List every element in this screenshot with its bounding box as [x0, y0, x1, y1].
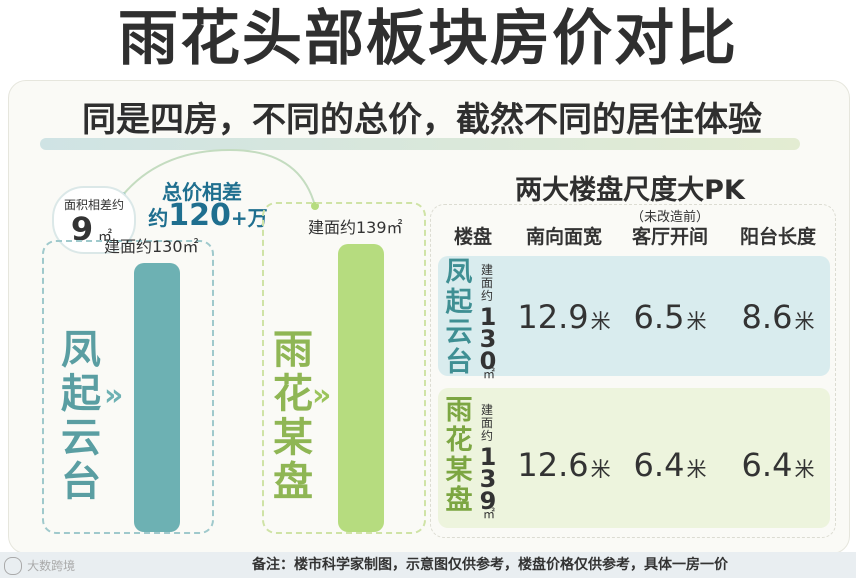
chevron-right-icon: » [312, 378, 332, 413]
project-b-name: 雨花某盘 [268, 328, 318, 504]
subtitle: 同是四房，不同的总价，截然不同的居住体验 [82, 100, 762, 140]
price-diff-line2: 约120+万 [138, 198, 278, 233]
price-diff-prefix: 约 [148, 206, 169, 230]
table-cell: 12.9 米 [512, 298, 616, 336]
watermark-text: 大数跨境 [27, 559, 76, 573]
cell-unit: 米 [686, 309, 707, 333]
footer-strip [0, 552, 856, 578]
table-box [430, 204, 836, 538]
row-area-label: 建面约 [480, 263, 493, 303]
table-cell: 6.4 米 [618, 446, 722, 484]
cell-value: 8.6 [741, 298, 793, 336]
cell-unit: 米 [794, 309, 815, 333]
area-diff-bubble [52, 186, 136, 254]
page-title: 雨花头部板块房价对比 [118, 4, 738, 74]
row-project-name: 雨花某盘 [445, 395, 473, 516]
row-project-name: 凤起云台 [445, 257, 473, 378]
price-diff-value: 120 [168, 198, 231, 233]
cell-unit: 米 [794, 457, 815, 481]
area-diff-label: 面积相差约 [63, 198, 124, 212]
watermark-logo-icon [4, 556, 22, 575]
cell-value: 12.9 [517, 298, 589, 336]
table-row [438, 388, 830, 528]
table-title: 两大楼盘尺度大PK [515, 175, 745, 206]
cell-unit: 米 [590, 309, 611, 333]
price-diff-line1: 总价相差 [162, 180, 242, 204]
bar-label-project-a: 建面约130㎡ [104, 237, 199, 257]
chart-bar-project-b [338, 244, 384, 532]
cell-value: 12.6 [517, 446, 589, 484]
table-header-note: （未改造前） [630, 210, 709, 225]
project-b-name-text: 雨花某盘 [273, 327, 313, 505]
table-cell: 8.6 米 [726, 298, 830, 336]
table-header-living-room: 客厅开间 [631, 226, 708, 248]
cell-unit: 米 [590, 457, 611, 481]
subtitle-underline [40, 138, 800, 150]
project-a-box [42, 240, 214, 534]
price-diff-suffix: +万 [230, 206, 268, 230]
row-area-label: 建面约 [480, 403, 493, 443]
chevron-right-icon: » [104, 378, 124, 413]
project-b-box [262, 202, 426, 534]
table-row [438, 256, 830, 376]
table-header-project: 楼盘 [453, 226, 492, 248]
cell-value: 6.4 [741, 446, 793, 484]
cell-value: 6.5 [633, 298, 685, 336]
watermark: 大数跨境 [4, 554, 75, 576]
table-header-balcony: 阳台长度 [739, 226, 816, 248]
cell-unit: 米 [686, 457, 707, 481]
cell-value: 6.4 [633, 446, 685, 484]
chart-bar-project-a [134, 263, 180, 532]
table-header-south-width: 南向面宽 [525, 226, 602, 248]
row-area-unit: ㎡ [482, 367, 495, 381]
project-a-name-text: 凤起云台 [61, 327, 101, 505]
area-diff-value: 9 [70, 210, 94, 248]
row-area-unit: ㎡ [482, 507, 495, 521]
bar-label-project-b: 建面约139㎡ [308, 218, 403, 238]
footer-note: 备注：楼市科学家制图，示意图仅供参考，楼盘价格仅供参考，具体一房一价 [252, 557, 728, 573]
table-cell: 12.6 米 [512, 446, 616, 484]
project-a-name: 凤起云台 [56, 328, 106, 504]
table-cell: 6.5 米 [618, 298, 722, 336]
table-cell: 6.4 米 [726, 446, 830, 484]
